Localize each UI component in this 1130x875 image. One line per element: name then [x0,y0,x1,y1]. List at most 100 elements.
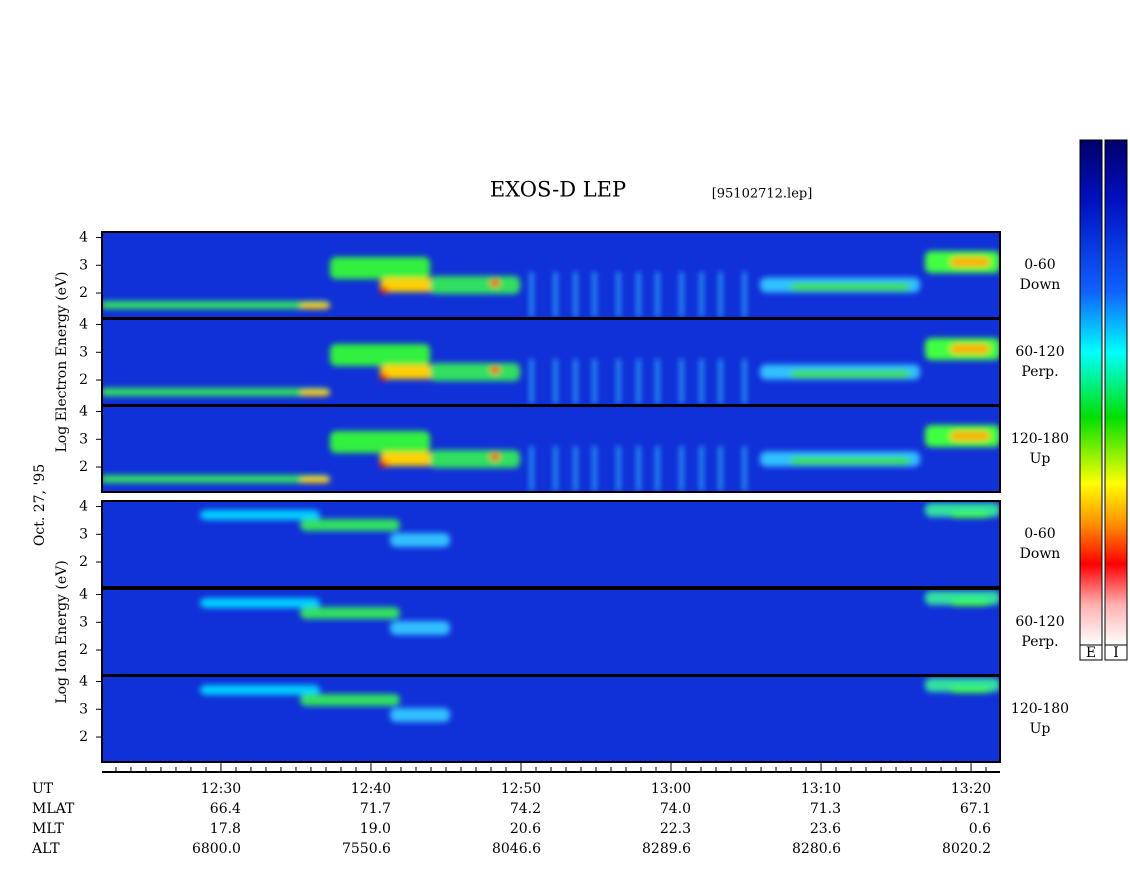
feature [200,598,320,608]
ephemeris-value: 8046.6 [492,841,541,857]
feature [330,431,430,453]
ephemeris-value: 22.3 [660,821,691,837]
spectrogram [102,251,1000,317]
feature [719,359,722,404]
spectrogram [200,591,1000,635]
panel-label: 60-120 [1015,614,1064,630]
y-tick-label: 4 [79,230,88,246]
panel-label: Perp. [1021,364,1058,380]
feature [102,475,330,483]
feature [554,359,557,404]
feature [490,366,500,374]
panel-frame [101,675,1001,763]
feature [680,446,683,491]
features [200,678,1000,722]
y-tick-label: 2 [79,372,88,388]
spectrogram [102,338,1000,404]
ephemeris-value: 23.6 [810,821,841,837]
feature [380,460,388,468]
features [200,503,1000,547]
x-tick-label: 12:50 [501,781,541,797]
feature [950,687,990,693]
color-bar-box [1079,644,1103,661]
feature [719,272,722,317]
y-tick-label: 4 [79,317,88,333]
panel-label: 0-60 [1024,526,1055,542]
y-tick-label: 2 [79,459,88,475]
feature [743,446,746,491]
panel-label: Perp. [1021,634,1058,650]
panel-label: Down [1020,277,1061,293]
feature [593,446,596,491]
feature [530,272,533,317]
y-axis-label: Log Ion Energy (eV) [54,560,70,703]
color-bar [1104,139,1128,646]
feature [200,685,320,695]
feature [390,533,450,547]
feature [743,359,746,404]
feature [380,373,388,381]
file-name: [95102712.lep] [712,187,813,202]
y-tick-label: 3 [79,701,88,717]
feature [390,708,450,722]
x-tick-label: 13:10 [801,781,841,797]
feature [950,257,990,267]
feature [680,272,683,317]
feature [950,431,990,441]
feature [617,272,620,317]
feature [554,446,557,491]
y-tick-label: 2 [79,554,88,570]
y-tick-label: 4 [79,674,88,690]
panel-label: Up [1030,451,1051,467]
date-label: Oct. 27, '95 [32,464,48,546]
spectrogram [200,503,1000,547]
x-tick-label: 13:20 [951,781,991,797]
feature [790,283,910,291]
feature [300,607,400,619]
feature [490,453,500,461]
x-tick-label: 12:30 [201,781,241,797]
y-axis-label: Log Electron Energy (eV) [54,271,70,452]
feature [656,272,659,317]
ephemeris-name: MLT [32,821,64,837]
ephemeris-name: ALT [31,841,60,857]
feature [300,694,400,706]
ephemeris-value: 74.0 [660,801,691,817]
y-tick-label: 2 [79,729,88,745]
feature [490,279,500,287]
feature [430,450,520,468]
x-tick-label: 13:00 [651,781,691,797]
feature [330,257,430,279]
feature [950,344,990,354]
ephemeris-value: 74.2 [510,801,541,817]
ephemeris-value: 8020.2 [942,841,991,857]
ephemeris-value: 71.3 [810,801,841,817]
feature [390,621,450,635]
feature [300,519,400,531]
feature [430,363,520,381]
y-tick-label: 3 [79,614,88,630]
panel-label: Up [1030,721,1051,737]
chart-title: EXOS-D LEP [490,178,626,202]
feature [574,359,577,404]
feature [330,344,430,366]
ephemeris-value: 8280.6 [792,841,841,857]
panel-label: 0-60 [1024,257,1055,273]
feature [102,388,330,396]
color-bar-box [1104,644,1128,661]
feature [680,359,683,404]
color-bar-label: I [1113,645,1119,661]
feature [700,359,703,404]
feature [700,446,703,491]
y-tick-label: 3 [79,344,88,360]
panel-label: 60-120 [1015,344,1064,360]
feature [950,512,990,518]
color-bar-label: E [1086,645,1096,661]
features [102,425,1000,491]
feature [719,446,722,491]
feature [530,446,533,491]
feature [200,510,320,520]
ephemeris-value: 6800.0 [192,841,241,857]
spectrogram [200,678,1000,722]
